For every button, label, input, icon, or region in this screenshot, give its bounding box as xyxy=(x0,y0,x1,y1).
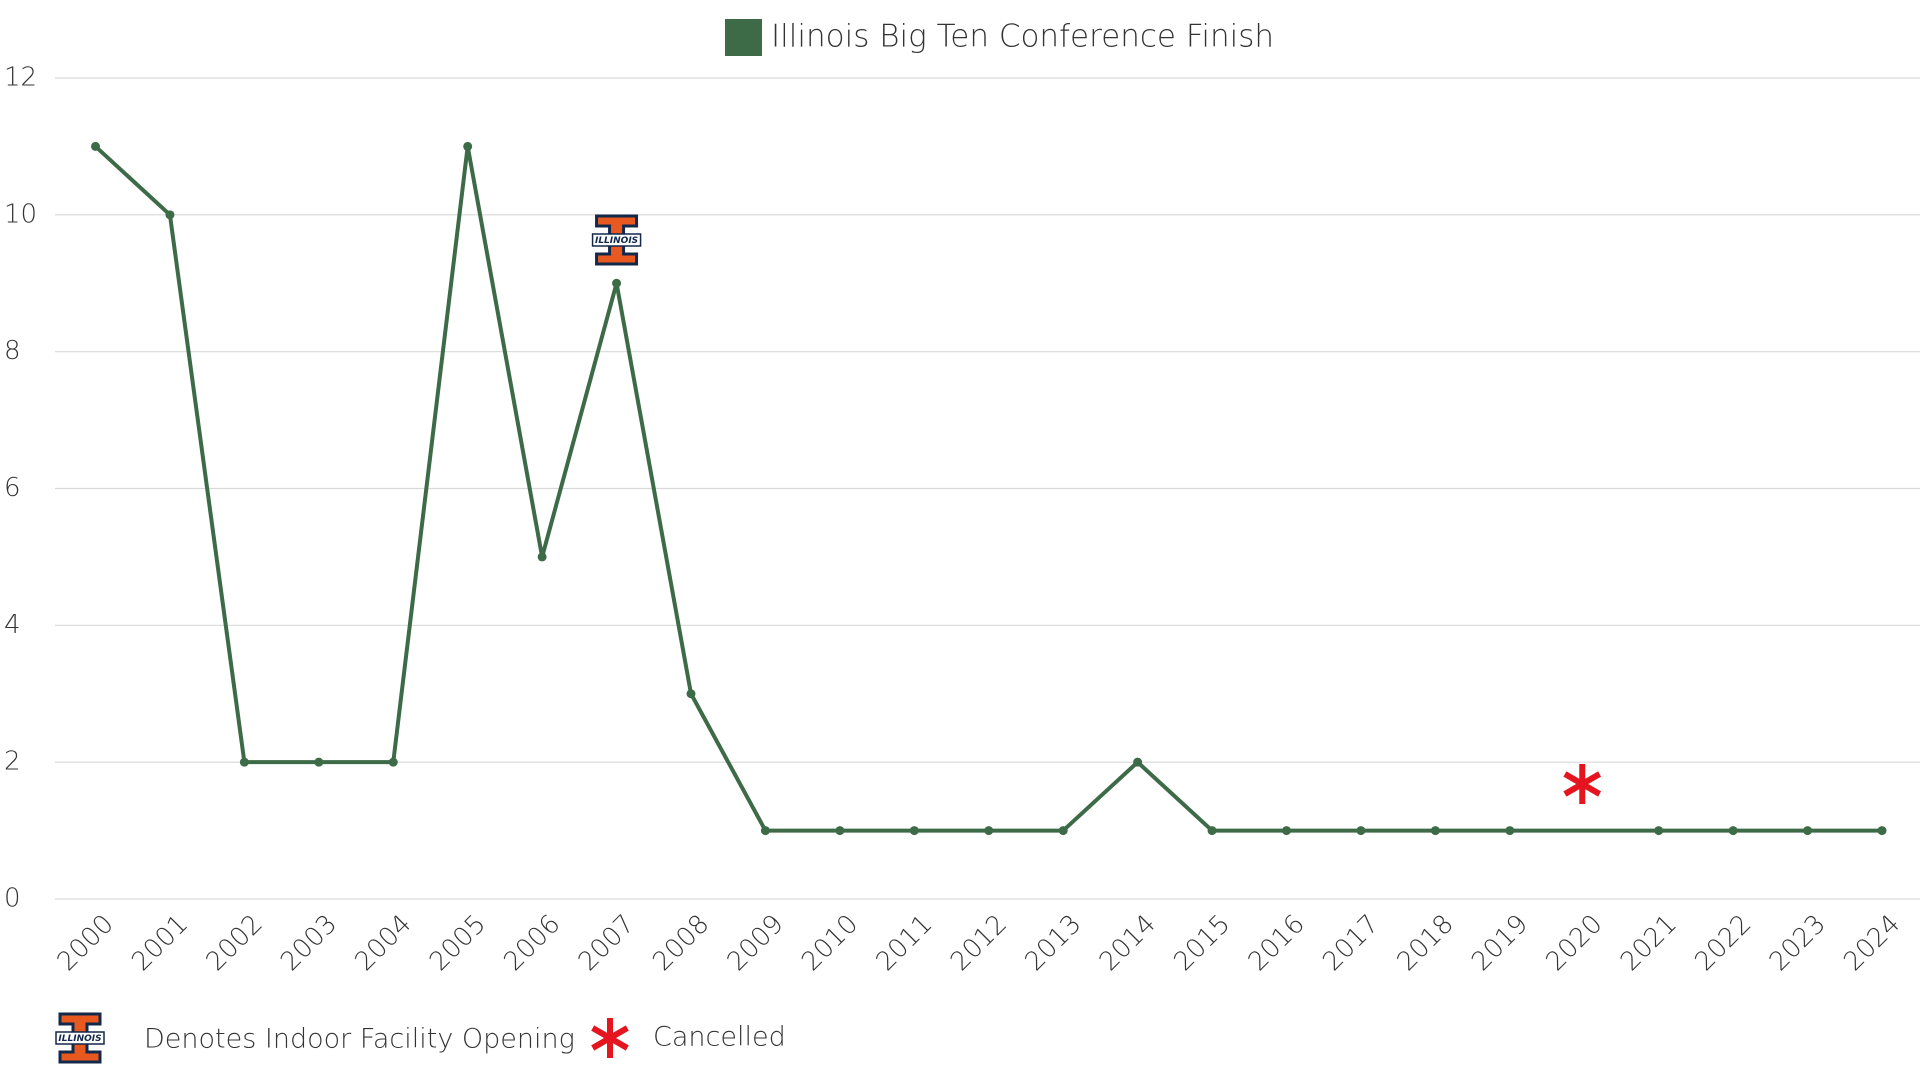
annotation-text: Cancelled xyxy=(653,1022,786,1053)
x-tick-label: 2016 xyxy=(1243,909,1311,977)
y-tick-label: 0 xyxy=(4,884,21,914)
data-point xyxy=(463,141,473,151)
x-tick-label: 2001 xyxy=(126,909,194,977)
data-point xyxy=(1058,826,1068,836)
data-point xyxy=(835,826,845,836)
data-point xyxy=(1877,826,1887,836)
cancelled-asterisk xyxy=(1563,764,1602,804)
series-line xyxy=(94,144,1510,833)
data-point xyxy=(314,757,324,767)
x-tick-label: 2020 xyxy=(1540,909,1608,977)
cancelled-asterisk xyxy=(591,1018,629,1058)
data-point xyxy=(1356,826,1366,836)
data-point xyxy=(388,757,398,767)
x-tick-label: 2000 xyxy=(52,909,120,977)
logo-text: ILLINOIS xyxy=(58,1034,101,1044)
illinois-logo: ILLINOIS xyxy=(55,1012,105,1064)
x-tick-label: 2002 xyxy=(201,909,269,977)
legend-swatch xyxy=(725,19,762,56)
x-tick-label: 2008 xyxy=(647,909,715,977)
asterisk-stroke xyxy=(591,1025,629,1051)
x-tick-label: 2024 xyxy=(1838,909,1906,977)
illinois-logo: ILLINOIS xyxy=(591,214,642,266)
data-point xyxy=(537,552,547,562)
x-tick-label: 2004 xyxy=(349,909,417,977)
x-tick-label: 2022 xyxy=(1689,909,1757,977)
logo-band xyxy=(55,1031,105,1045)
data-point xyxy=(1505,826,1515,836)
bottom-legend: Denotes Indoor Facility Opening Cancelle… xyxy=(144,1022,786,1055)
y-tick-label: 4 xyxy=(4,610,21,640)
logo-band xyxy=(591,233,642,247)
data-point xyxy=(1654,826,1664,836)
y-tick-label: 8 xyxy=(4,336,21,366)
data-point xyxy=(1133,757,1143,767)
asterisk-stroke xyxy=(1563,771,1602,797)
data-point xyxy=(612,278,622,288)
x-tick-label: 2014 xyxy=(1094,909,1162,977)
data-point xyxy=(165,210,175,220)
data-point xyxy=(1430,826,1440,836)
x-tick-label: 2007 xyxy=(573,909,641,977)
x-tick-label: 2023 xyxy=(1764,909,1832,977)
y-tick-label: 12 xyxy=(4,63,37,93)
x-tick-label: 2003 xyxy=(275,909,343,977)
x-tick-label: 2013 xyxy=(1019,909,1087,977)
data-point xyxy=(984,826,994,836)
x-tick-label: 2009 xyxy=(722,909,790,977)
x-tick-label: 2011 xyxy=(871,909,939,977)
y-tick-label: 2 xyxy=(4,747,21,777)
x-tick-label: 2019 xyxy=(1466,909,1534,977)
data-point xyxy=(91,141,100,151)
data-point xyxy=(686,689,696,699)
data-point xyxy=(1282,826,1291,836)
data-point xyxy=(760,826,770,836)
data-point xyxy=(1803,826,1813,836)
y-tick-label: 10 xyxy=(4,199,37,229)
x-tick-label: 2015 xyxy=(1168,909,1236,977)
x-tick-label: 2006 xyxy=(498,909,566,977)
data-point xyxy=(1728,826,1738,836)
x-tick-label: 2010 xyxy=(796,909,864,977)
legend-label: Illinois Big Ten Conference Finish xyxy=(771,19,1274,55)
logo-text: ILLINOIS xyxy=(595,236,638,246)
x-tick-label: 2018 xyxy=(1392,909,1460,977)
data-point xyxy=(1207,826,1217,836)
x-tick-label: 2021 xyxy=(1615,909,1683,977)
x-tick-label: 2012 xyxy=(945,909,1013,977)
data-point xyxy=(239,757,249,767)
x-tick-label: 2005 xyxy=(424,909,492,977)
x-tick-label: 2017 xyxy=(1317,909,1385,977)
annotation-text: Denotes Indoor Facility Opening xyxy=(144,1024,575,1055)
data-point xyxy=(909,826,919,836)
y-tick-label: 6 xyxy=(4,473,21,503)
